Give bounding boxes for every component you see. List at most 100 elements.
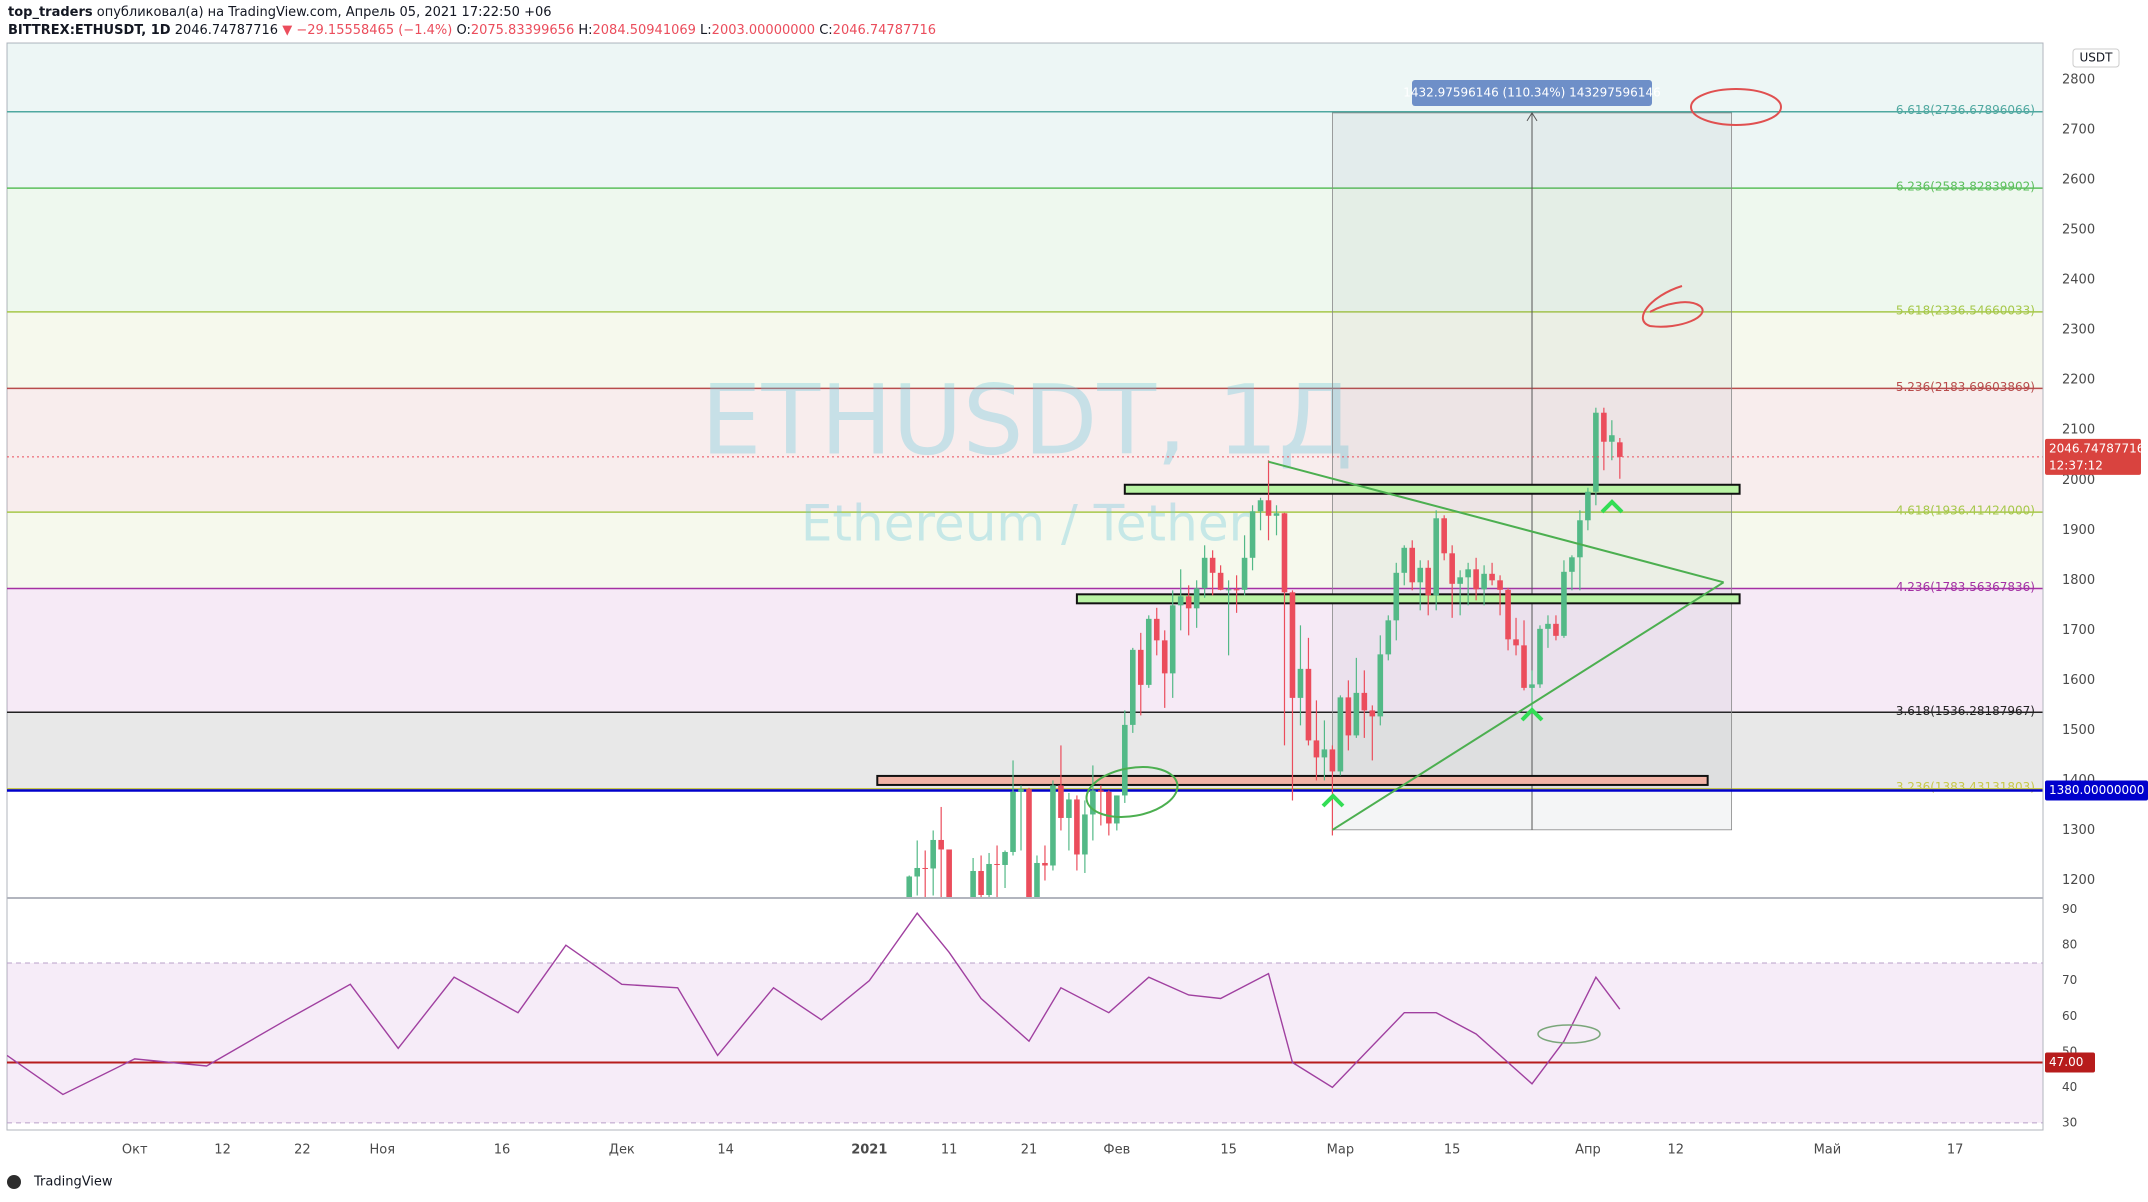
fib-label: 6.236(2583.82839902): [1896, 180, 2035, 194]
candle-body: [946, 849, 952, 897]
candle-body: [938, 839, 944, 850]
candle-body: [1361, 692, 1368, 711]
candle-body: [1233, 589, 1240, 591]
watermark-title: ETHUSDT, 1Д: [701, 364, 1353, 476]
last-price-tag: 2046.74787716: [2049, 441, 2144, 455]
candle-body: [1034, 862, 1040, 897]
candle-body: [1433, 518, 1439, 596]
header-line-1: top_traders опубликовал(а) на TradingVie…: [8, 5, 552, 20]
hand-ellipse: [1690, 88, 1782, 126]
measure-label-bg: [1412, 80, 1653, 106]
candle-body: [1457, 577, 1463, 584]
x-tick-label: 12: [1667, 1143, 1684, 1158]
candle-body: [1297, 668, 1304, 698]
candle-body: [1409, 547, 1416, 583]
candle-body: [1074, 799, 1080, 855]
measure-label: 1432.97596146 (110.34%) 143297596146: [1403, 86, 1660, 100]
brand[interactable]: TradingView: [33, 1175, 113, 1190]
fib-label: 4.236(1783.56367836): [1896, 580, 2035, 594]
zone: [1075, 593, 1741, 605]
candle-body: [1002, 851, 1008, 865]
candle-body: [994, 863, 1000, 865]
x-tick-label: Апр: [1575, 1143, 1601, 1158]
x-tick-label: 14: [717, 1143, 734, 1158]
rsi-tick-label: 80: [2062, 938, 2077, 952]
fib-layer: 6.618(2736.67896066) 6.236(2583.82839902)…: [7, 43, 2043, 794]
rsi-line: [7, 912, 1621, 1096]
candle-body: [906, 876, 913, 897]
measure-arrowhead: [1526, 111, 1538, 122]
y-tick-label: 2200: [2062, 373, 2095, 388]
y-tick-label: 1300: [2062, 823, 2095, 838]
candle-body: [1505, 589, 1511, 640]
fib-label: 5.236(2183.69603869): [1896, 380, 2035, 394]
x-tick-label: Дек: [609, 1143, 635, 1158]
x-tick-label: Ноя: [369, 1143, 395, 1158]
axes: 1200130014001500160017001800190020002100…: [122, 73, 2095, 1158]
x-tick-label: 15: [1220, 1143, 1237, 1158]
last-price-tag-sub: 12:37:12: [2049, 458, 2103, 472]
arrow-marker: [1321, 793, 1345, 808]
chart-frame: [6, 42, 2044, 1131]
candle-body: [1058, 785, 1064, 818]
candle-body: [1026, 789, 1032, 897]
candle-body: [1217, 572, 1224, 590]
x-tick-label: Май: [1814, 1143, 1842, 1158]
x-tick-label: Мар: [1327, 1143, 1354, 1158]
candle-body: [1489, 573, 1495, 581]
candle-body: [1273, 513, 1280, 516]
unit-box[interactable]: [2072, 48, 2120, 68]
price-line-tag: 1380.00000000: [2049, 783, 2144, 797]
arrow-marker: [1600, 499, 1624, 514]
fib-band: [7, 588, 2043, 713]
candle-body: [922, 867, 928, 869]
x-tick-label: Окт: [122, 1143, 148, 1158]
symbol: BITTREX:ETHUSDT, 1D: [8, 23, 171, 38]
candle-body: [1553, 623, 1559, 636]
candle-body: [1585, 491, 1591, 521]
brand-logo[interactable]: [7, 1175, 21, 1189]
fib-label: 6.618(2736.67896066): [1896, 103, 2035, 117]
header-line-2: BITTREX:ETHUSDT, 1D 2046.74787716 ▼ −29.…: [8, 23, 936, 38]
ohlc-value: 2046.74787716: [833, 23, 936, 38]
candle-body: [1425, 567, 1432, 596]
candle-body: [1201, 557, 1208, 589]
ohlc-label: C:: [819, 23, 832, 38]
rsi-tick-label: 70: [2062, 973, 2077, 987]
candle-body: [1106, 791, 1112, 824]
rsi-tick-label: 40: [2062, 1080, 2077, 1094]
y-tick-label: 2700: [2062, 123, 2095, 138]
x-tick-label: 12: [214, 1143, 231, 1158]
x-tick-label: 22: [294, 1143, 311, 1158]
candle-body: [1161, 640, 1168, 674]
rsi-tick-label: 60: [2062, 1009, 2077, 1023]
hand-scribble: [1641, 285, 1704, 328]
ohlc-value: 2075.83399656: [471, 23, 574, 38]
candle-body: [1137, 649, 1144, 685]
candle-body: [1569, 557, 1575, 572]
zone: [1123, 483, 1741, 495]
x-tick-label: Фев: [1103, 1143, 1130, 1158]
candle-body: [970, 870, 976, 897]
candle-body: [1577, 520, 1583, 558]
x-tick-label: 2021: [851, 1143, 887, 1158]
candle-body: [978, 870, 984, 895]
ohlc-value: 2003.00000000: [712, 23, 815, 38]
rsi-band: [7, 962, 2043, 1123]
candle-body: [1609, 435, 1615, 442]
y-tick-label: 1600: [2062, 673, 2095, 688]
candle-body: [1529, 684, 1535, 688]
ohlc-value: 2084.50941069: [593, 23, 696, 38]
candle-body: [1177, 596, 1184, 606]
down-arrow: ▼: [282, 23, 292, 38]
candle-body: [1329, 749, 1336, 772]
candle-body: [986, 863, 992, 895]
candle-body: [1090, 790, 1096, 815]
candle-body: [1018, 789, 1024, 792]
rsi-level-tag: 47.00: [2049, 1055, 2083, 1069]
candle-body: [1050, 785, 1056, 866]
y-tick-label: 1500: [2062, 723, 2095, 738]
rsi-level-tag-bg: [2045, 1052, 2095, 1073]
candle-body: [1513, 639, 1519, 646]
candle-body: [1289, 592, 1296, 698]
